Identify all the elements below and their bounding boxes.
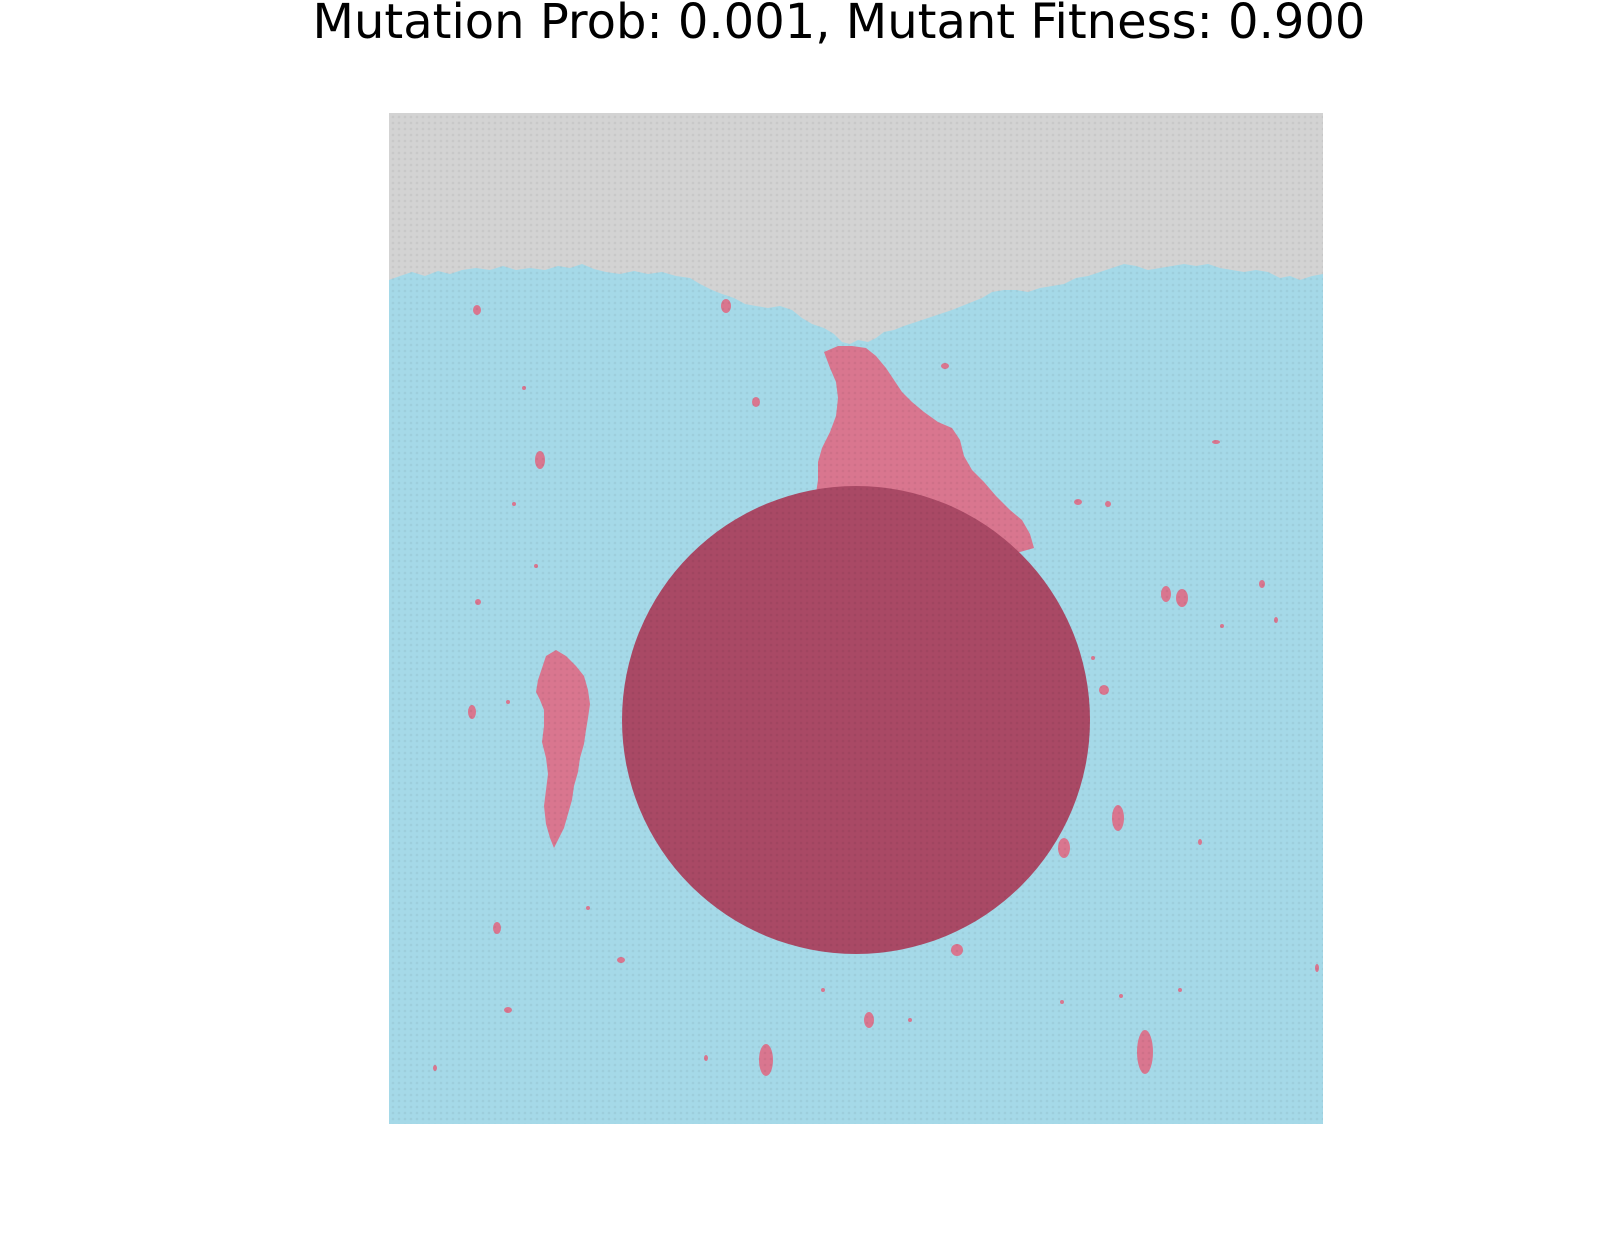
hex-lattice-texture — [389, 113, 1323, 1124]
chart-title: Mutation Prob: 0.001, Mutant Fitness: 0.… — [312, 0, 1366, 50]
